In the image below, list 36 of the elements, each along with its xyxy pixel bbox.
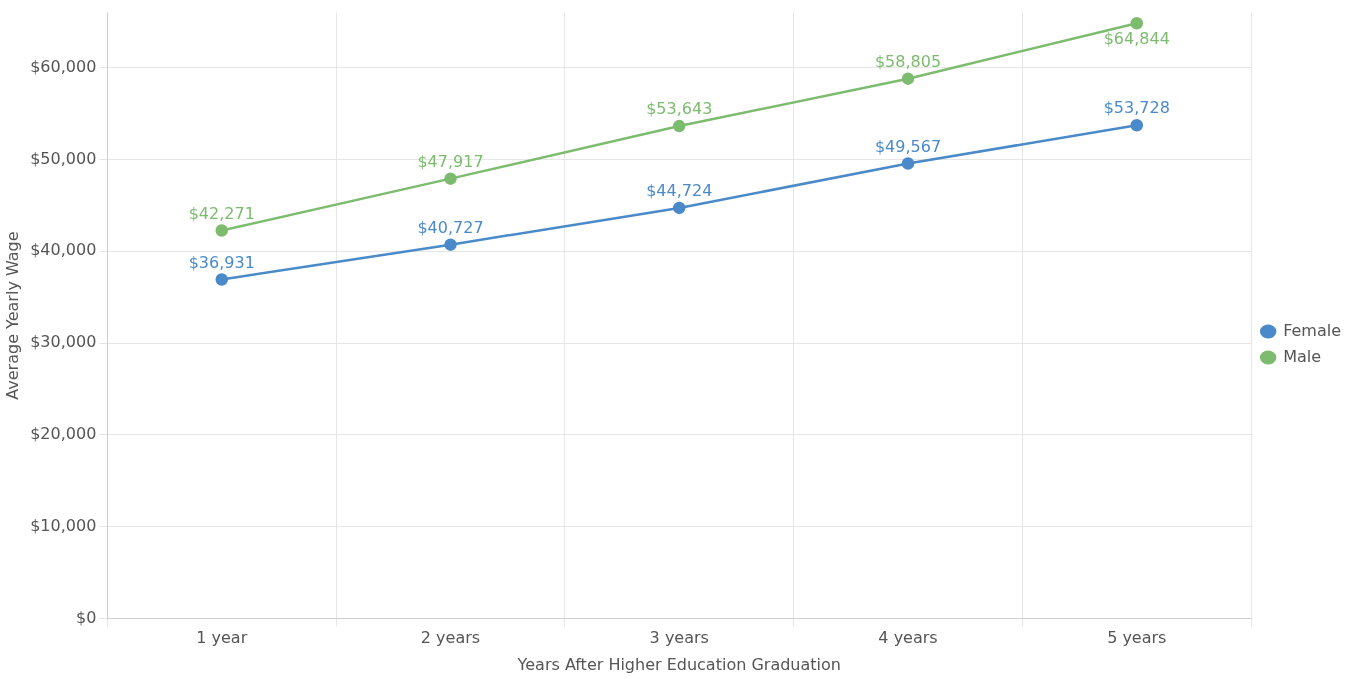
y-tick-label: $0 [76, 607, 97, 627]
x-tick-label: 1 year [196, 628, 248, 648]
y-tick-label: $30,000 [30, 332, 97, 352]
data-label: $58,805 [874, 51, 942, 71]
data-label: $53,728 [1103, 98, 1170, 118]
point [901, 157, 915, 170]
y-tick-label: $20,000 [30, 424, 97, 444]
point [444, 172, 457, 185]
point [215, 273, 228, 286]
point [1130, 119, 1144, 132]
x-axis-title: Years After Higher Education Graduation [516, 654, 841, 674]
point [444, 238, 457, 251]
data-label: $44,724 [646, 181, 713, 201]
data-label: $49,567 [874, 136, 942, 156]
y-axis-title: Average Yearly Wage [2, 231, 22, 400]
data-label: $47,917 [417, 151, 484, 171]
x-tick-label: 3 years [649, 628, 709, 648]
point [215, 224, 228, 237]
y-tick-label: $50,000 [30, 148, 97, 168]
point [673, 119, 686, 133]
y-tick-label: $60,000 [30, 56, 97, 76]
data-label: $36,931 [188, 252, 255, 272]
point [901, 72, 915, 85]
data-label: $64,844 [1103, 29, 1170, 49]
x-tick-label: 5 years [1107, 628, 1167, 648]
data-label: $53,643 [646, 99, 713, 119]
legend-label: Male [1283, 346, 1322, 366]
legend-label: Female [1283, 320, 1342, 340]
y-tick-label: $10,000 [30, 515, 97, 535]
x-tick-label: 2 years [420, 628, 481, 648]
point [673, 201, 686, 215]
x-tick-label: 4 years [878, 628, 938, 648]
data-label: $42,271 [188, 203, 255, 223]
y-tick-label: $40,000 [30, 240, 97, 260]
data-label: $40,727 [417, 217, 484, 237]
point [1130, 16, 1144, 30]
